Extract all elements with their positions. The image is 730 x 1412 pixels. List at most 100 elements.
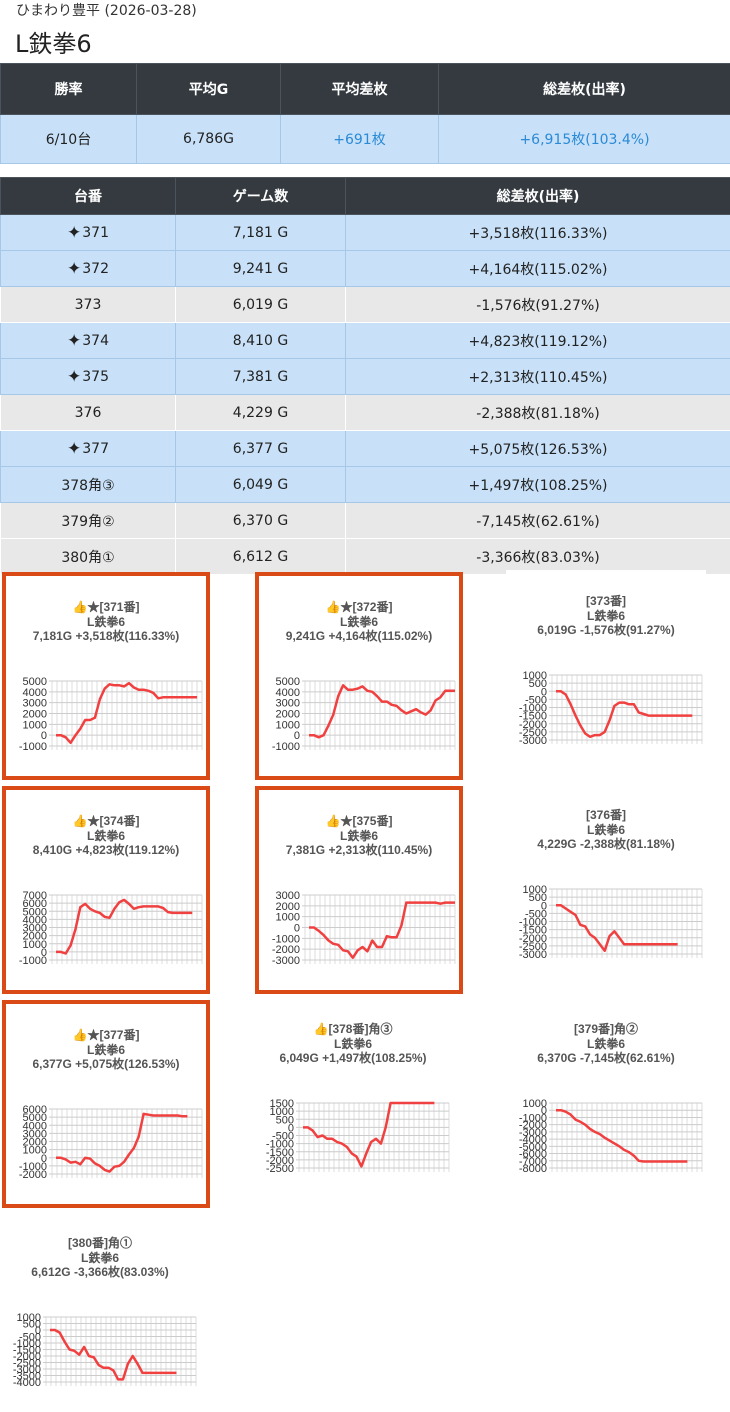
total-diff-cell: +4,164枚(115.02%) bbox=[345, 250, 730, 287]
y-tick-label: 3000 bbox=[276, 890, 300, 902]
total-diff-cell: -7,145枚(62.61%) bbox=[345, 502, 730, 539]
machine-number: 380角① bbox=[61, 549, 115, 566]
y-tick-label: -3000 bbox=[13, 1364, 41, 1376]
y-tick-label: 4000 bbox=[23, 687, 47, 699]
y-tick-label: 0 bbox=[41, 730, 47, 742]
y-tick-label: 1000 bbox=[523, 884, 547, 896]
y-tick-label: 4000 bbox=[276, 687, 300, 699]
total-diff-cell: -1,576枚(91.27%) bbox=[345, 286, 730, 323]
y-tick-label: -2000 bbox=[519, 719, 547, 731]
chart-card[interactable]: 👍[378番]角③ L鉄拳6 6,049G +1,497枚(108.25%) 1500… bbox=[253, 998, 453, 1198]
machine-number: 372 bbox=[82, 260, 109, 277]
y-tick-label: -500 bbox=[272, 1131, 294, 1143]
chart-model: L鉄拳6 bbox=[86, 614, 125, 629]
header-win-rate: 勝率 bbox=[0, 63, 137, 115]
avg-games-value: 6,786G bbox=[136, 114, 281, 164]
chart-card[interactable]: [379番]角② L鉄拳6 6,370G -7,145枚(62.61%) 1000 0-… bbox=[506, 998, 706, 1198]
y-tick-label: -2000 bbox=[519, 1120, 547, 1132]
y-tick-label: -1500 bbox=[519, 925, 547, 937]
y-tick-label: -1500 bbox=[266, 1147, 294, 1159]
chart-title: [376番] bbox=[585, 808, 626, 822]
chart-stats: 6,049G +1,497枚(108.25%) bbox=[279, 1051, 427, 1065]
chart-model: L鉄拳6 bbox=[586, 608, 625, 623]
chart-stats: 6,377G +5,075枚(126.53%) bbox=[32, 1057, 180, 1071]
game-count-cell: 4,229 G bbox=[175, 394, 346, 431]
y-tick-label: 1000 bbox=[23, 939, 47, 951]
total-diff-cell: +1,497枚(108.25%) bbox=[345, 466, 730, 503]
total-diff-value: +6,915枚(103.4%) bbox=[438, 114, 730, 164]
y-tick-label: 7000 bbox=[23, 890, 47, 902]
y-tick-label: 2000 bbox=[23, 1137, 47, 1149]
y-tick-label: -500 bbox=[525, 694, 547, 706]
y-tick-label: 0 bbox=[541, 686, 547, 698]
header-total-diff-rate: 総差枚(出率) bbox=[345, 177, 730, 215]
line-chart: 10005000-500-1000-1500-2000-2500-3000-35… bbox=[13, 1312, 197, 1389]
y-tick-label: -2000 bbox=[266, 1155, 294, 1167]
y-tick-label: 1500 bbox=[270, 1098, 294, 1110]
y-tick-label: -3000 bbox=[519, 1127, 547, 1139]
chart-model: L鉄拳6 bbox=[86, 828, 125, 843]
game-count-cell: 6,049 G bbox=[175, 466, 346, 503]
header-avg-games: 平均G bbox=[136, 63, 281, 115]
chart-title: 👍★[372番] bbox=[325, 600, 393, 614]
y-tick-label: -1000 bbox=[272, 741, 300, 753]
y-tick-label: -1000 bbox=[19, 741, 47, 753]
chart-card[interactable]: 👍★[374番] L鉄拳6 8,410G +4,823枚(119.12%) 7000 6… bbox=[2, 786, 210, 994]
chart-card[interactable]: 👍★[375番] L鉄拳6 7,381G +2,313枚(110.45%) 3000 2… bbox=[255, 786, 463, 994]
chart-stats: 8,410G +4,823枚(119.12%) bbox=[32, 843, 180, 857]
table-row: ✦371 7,181 G +3,518枚(116.33%) bbox=[0, 214, 730, 251]
chart-title: [380番]角① bbox=[67, 1236, 132, 1250]
y-tick-label: -6000 bbox=[519, 1149, 547, 1161]
machine-number-cell: ✦377 bbox=[0, 430, 176, 467]
chart-card[interactable]: 👍★[371番] L鉄拳6 7,181G +3,518枚(116.33%) 5000 4… bbox=[2, 572, 210, 780]
total-diff-cell: +5,075枚(126.53%) bbox=[345, 430, 730, 467]
y-tick-label: 0 bbox=[294, 923, 300, 935]
store-date-subtitle: ひまわり豊平 (2026-03-28) bbox=[16, 3, 197, 19]
game-count-cell: 6,370 G bbox=[175, 502, 346, 539]
y-tick-label: 500 bbox=[23, 1319, 41, 1331]
chart-stats: 6,019G -1,576枚(91.27%) bbox=[537, 623, 675, 637]
table-row: ✦374 8,410 G +4,823枚(119.12%) bbox=[0, 322, 730, 359]
y-tick-label: -1000 bbox=[19, 955, 47, 967]
page-title: L鉄拳6 bbox=[15, 30, 92, 58]
game-count-cell: 9,241 G bbox=[175, 250, 346, 287]
y-tick-label: -1500 bbox=[519, 711, 547, 723]
game-count-cell: 6,612 G bbox=[175, 538, 346, 575]
y-tick-label: 0 bbox=[288, 1122, 294, 1134]
y-tick-label: -2500 bbox=[266, 1163, 294, 1175]
win-rate-value: 6/10台 bbox=[0, 114, 137, 164]
machine-number-cell: ✦374 bbox=[0, 322, 176, 359]
header-game-count: ゲーム数 bbox=[175, 177, 346, 215]
chart-card[interactable]: [380番]角① L鉄拳6 6,612G -3,366枚(83.03%) 1000 50… bbox=[0, 1212, 200, 1412]
y-tick-label: -1000 bbox=[519, 917, 547, 929]
y-tick-label: 1000 bbox=[523, 670, 547, 682]
total-diff-cell: +3,518枚(116.33%) bbox=[345, 214, 730, 251]
y-tick-label: -2500 bbox=[519, 941, 547, 953]
chart-model: L鉄拳6 bbox=[339, 614, 378, 629]
chart-card[interactable]: 👍★[377番] L鉄拳6 6,377G +5,075枚(126.53%) 6000 5… bbox=[2, 1000, 210, 1208]
y-tick-label: 4000 bbox=[23, 1120, 47, 1132]
machine-number: 379角② bbox=[61, 513, 115, 530]
total-diff-cell: +4,823枚(119.12%) bbox=[345, 322, 730, 359]
series-line bbox=[56, 1112, 188, 1173]
chart-card[interactable]: [373番] L鉄拳6 6,019G -1,576枚(91.27%) 1000 500 0… bbox=[506, 570, 706, 770]
machine-number-cell: ✦371 bbox=[0, 214, 176, 251]
header-avg-diff: 平均差枚 bbox=[280, 63, 439, 115]
y-tick-label: 3000 bbox=[23, 1128, 47, 1140]
chart-card[interactable]: [376番] L鉄拳6 4,229G -2,388枚(81.18%) 1000 500 0… bbox=[506, 784, 706, 984]
summary-table: 勝率 平均G 平均差枚 総差枚(出率) 6/10台 6,786G +691枚 +… bbox=[0, 63, 730, 164]
chart-title: 👍★[374番] bbox=[72, 814, 140, 828]
chart-stats: 4,229G -2,388枚(81.18%) bbox=[537, 837, 675, 851]
y-tick-label: 6000 bbox=[23, 898, 47, 910]
machine-number: 375 bbox=[82, 368, 109, 385]
chart-title: 👍★[375番] bbox=[325, 814, 393, 828]
y-tick-label: -2000 bbox=[19, 1169, 47, 1181]
y-tick-label: 1000 bbox=[17, 1312, 41, 1324]
chart-card[interactable]: 👍★[372番] L鉄拳6 9,241G +4,164枚(115.02%) 5000 4… bbox=[255, 572, 463, 780]
chart-stats: 6,370G -7,145枚(62.61%) bbox=[537, 1051, 675, 1065]
series-line bbox=[309, 684, 455, 739]
chart-model: L鉄拳6 bbox=[586, 822, 625, 837]
